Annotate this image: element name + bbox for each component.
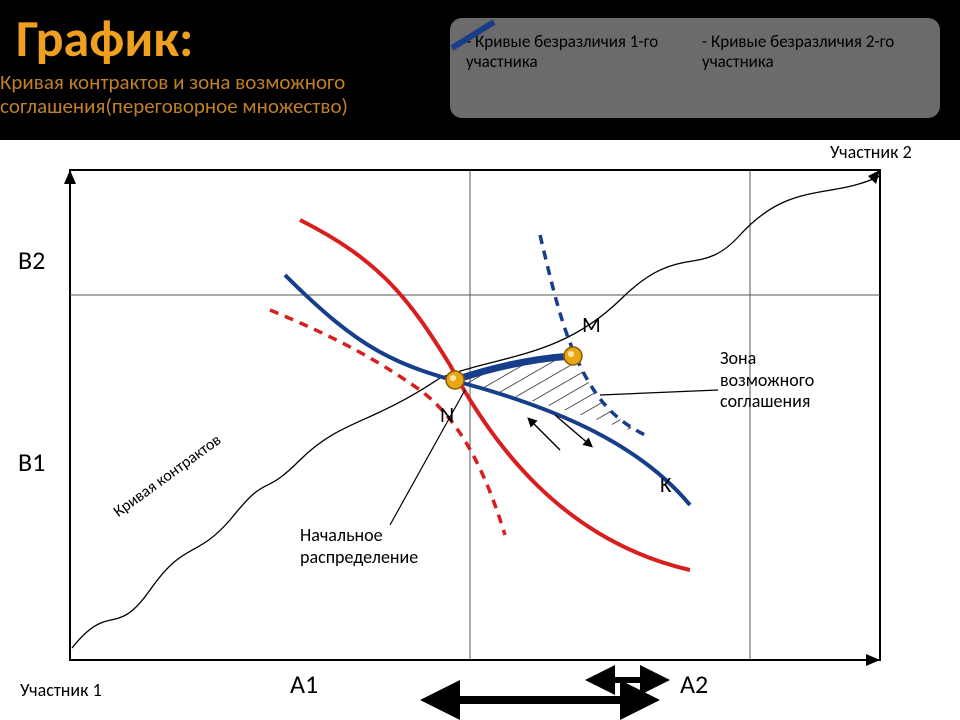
label-n: N — [440, 402, 454, 428]
label-participant-1: Участник 1 — [20, 680, 102, 702]
label-b2: B2 — [18, 244, 45, 276]
label-a2: A2 — [680, 668, 708, 700]
diagram-svg — [0, 140, 960, 720]
slide-title: График: — [16, 6, 193, 70]
legend-swatch-blue — [450, 18, 496, 52]
label-a1: A1 — [290, 668, 318, 700]
header-bar: График: Кривая контрактов и зона возможн… — [0, 0, 960, 140]
label-b1: B1 — [18, 446, 45, 478]
slide-subtitle: Кривая контрактов и зона возможного согл… — [0, 70, 430, 118]
legend-label-blue: - Кривые безразличия 2-го участника — [702, 32, 924, 73]
annotation-initial: Начальное распределение — [300, 525, 418, 568]
legend-label-red: - Кривые безразличия 1-го участника — [466, 32, 688, 73]
label-m: M — [582, 312, 601, 338]
legend-box: - Кривые безразличия 1-го участника - Кр… — [450, 18, 940, 118]
edgeworth-diagram: B2 B1 A1 A2 Участник 1 Участник 2 Кривая… — [0, 140, 960, 720]
annotation-zone: Зона возможного соглашения — [720, 348, 814, 413]
label-k: K — [660, 472, 671, 498]
label-participant-2: Участник 2 — [830, 142, 912, 164]
